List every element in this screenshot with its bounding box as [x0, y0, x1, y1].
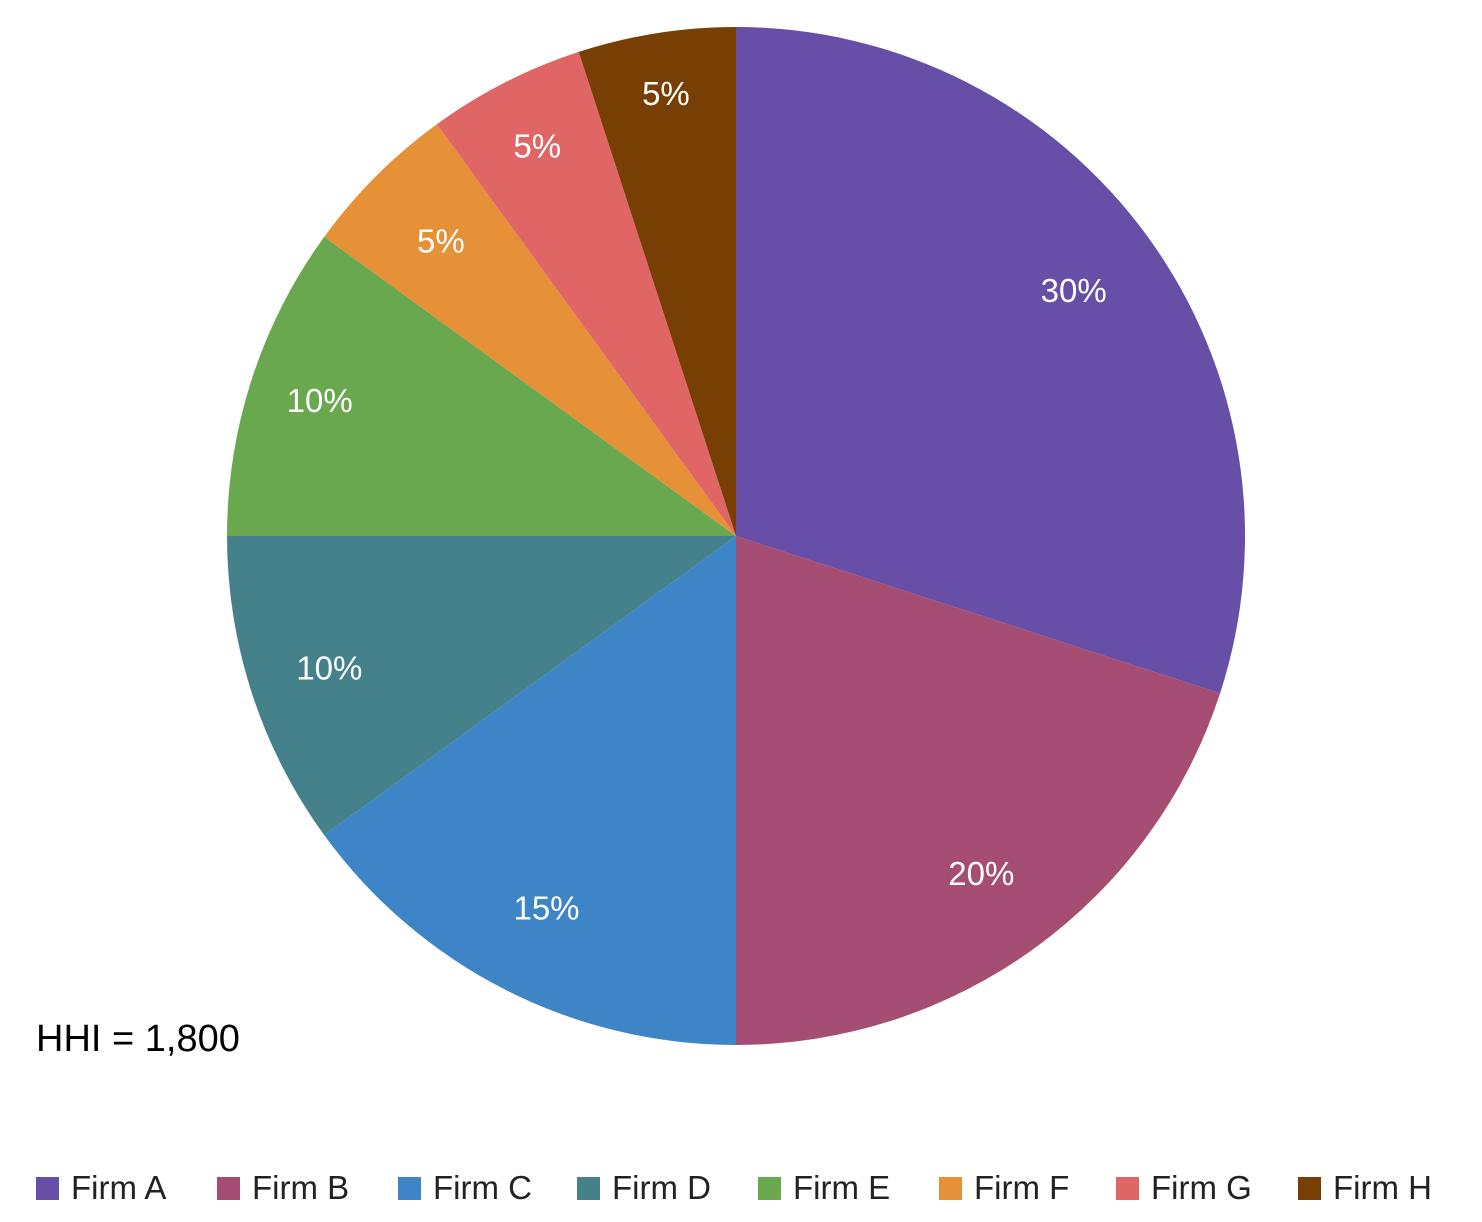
pie-slice-firm-h — [578, 26, 736, 536]
data-label-firm-e: 10% — [287, 382, 353, 419]
pie-slice-firm-d — [227, 536, 736, 836]
data-label-firm-h: 5% — [642, 75, 690, 112]
legend-swatch — [577, 1176, 600, 1200]
pie-slice-firm-f — [324, 124, 736, 537]
data-label-firm-f: 5% — [417, 222, 465, 259]
chart-legend: Firm A Firm B Firm C Firm D Firm E Firm F Firm… — [36, 1166, 1466, 1210]
data-label-firm-a: 30% — [1041, 272, 1107, 309]
legend-swatch — [758, 1176, 781, 1200]
pie-value-labels: 30% 20% 15% 10% 10% 5% 5% 5% — [287, 75, 1107, 926]
pie-slice-firm-c — [324, 536, 736, 1045]
pie-slice-firm-e — [227, 236, 736, 536]
legend-item-firm-f: Firm F — [939, 1166, 1069, 1210]
legend-item-firm-h: Firm H — [1298, 1166, 1432, 1210]
legend-label: Firm G — [1151, 1169, 1252, 1206]
data-label-firm-d: 10% — [296, 650, 362, 687]
legend-item-firm-a: Firm A — [36, 1166, 166, 1210]
legend-swatch — [1116, 1176, 1139, 1200]
legend-item-firm-b: Firm B — [217, 1166, 349, 1210]
data-label-firm-c: 15% — [513, 889, 579, 926]
legend-label: Firm F — [974, 1169, 1070, 1206]
legend-swatch — [939, 1176, 962, 1200]
data-label-firm-b: 20% — [948, 855, 1014, 892]
pie-slice-firm-a — [736, 27, 1246, 694]
legend-label: Firm A — [71, 1169, 167, 1206]
hhi-annotation: HHI = 1,800 — [36, 1018, 240, 1060]
legend-swatch — [398, 1176, 421, 1200]
legend-label: Firm B — [252, 1169, 350, 1206]
pie-slice-firm-g — [436, 51, 736, 536]
legend-label: Firm E — [793, 1169, 891, 1206]
legend-label: Firm D — [612, 1169, 711, 1206]
legend-label: Firm H — [1333, 1169, 1432, 1206]
pie-slice-firm-b — [736, 536, 1221, 1045]
pie-slices — [227, 26, 1246, 1045]
legend-item-firm-d: Firm D — [577, 1166, 711, 1210]
legend-swatch — [1298, 1176, 1321, 1200]
legend-item-firm-g: Firm G — [1116, 1166, 1252, 1210]
data-label-firm-g: 5% — [513, 127, 561, 164]
legend-label: Firm C — [433, 1169, 532, 1206]
legend-item-firm-e: Firm E — [758, 1166, 890, 1210]
legend-item-firm-c: Firm C — [398, 1166, 532, 1210]
legend-swatch — [36, 1176, 59, 1200]
legend-swatch — [217, 1176, 240, 1200]
